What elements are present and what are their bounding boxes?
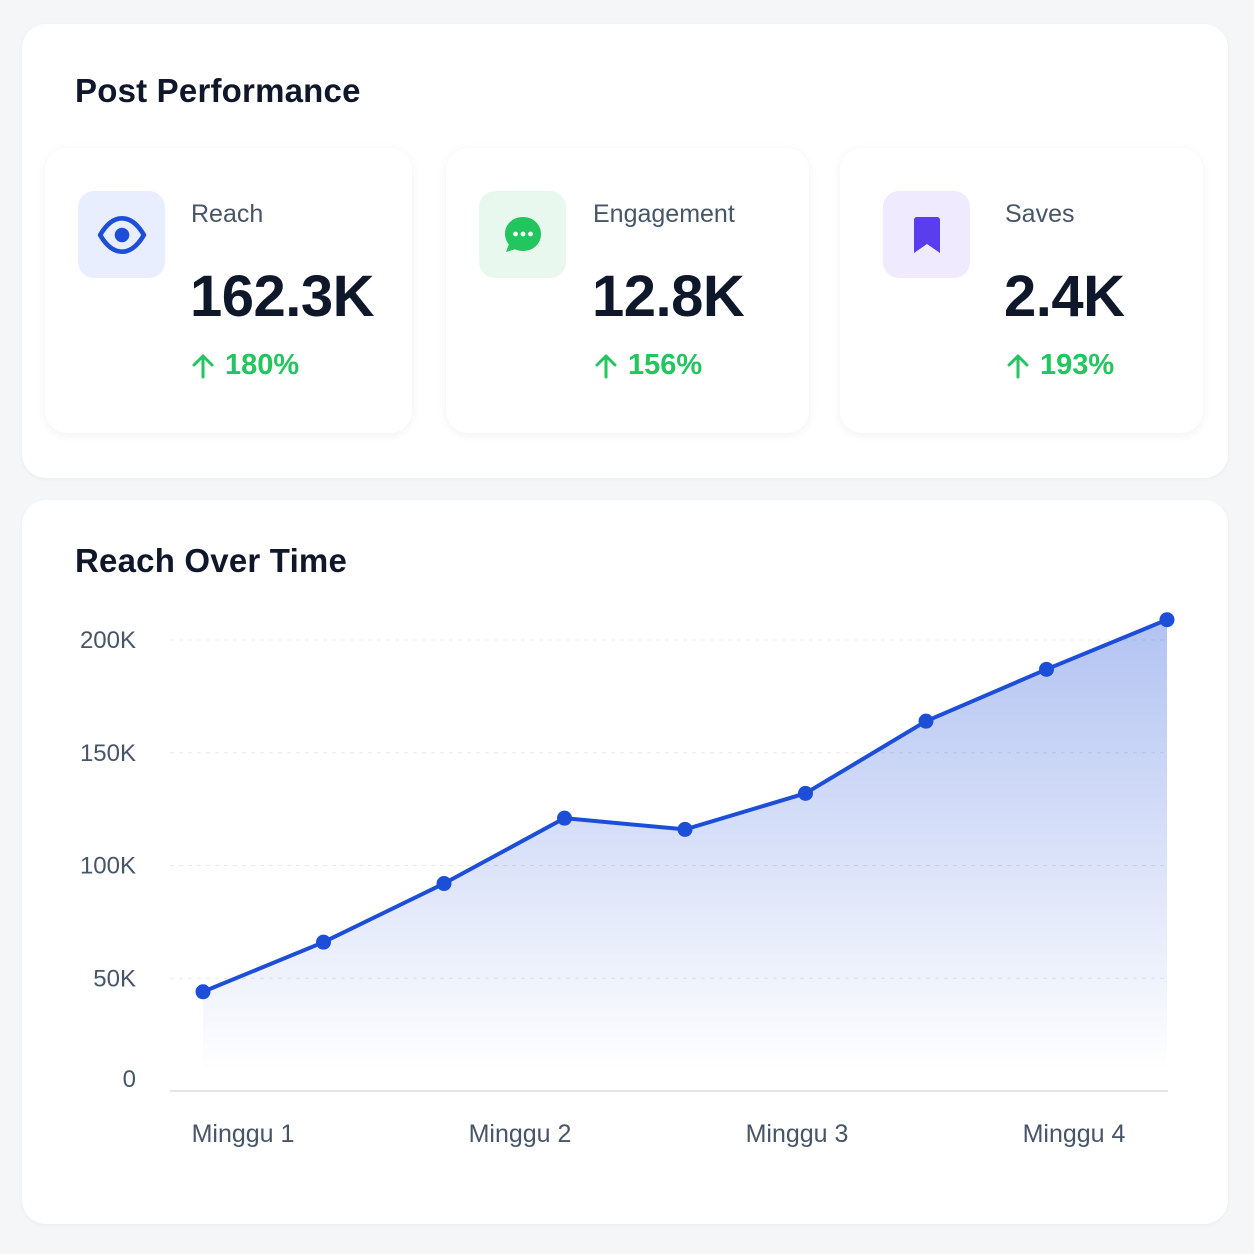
eye-icon bbox=[78, 191, 165, 278]
reach-value: 162.3K bbox=[190, 264, 375, 329]
reach-area-chart: 0 50K 100K 150K 200K Minggu 1 Minggu 2 Minggu 3… bbox=[80, 612, 1175, 1148]
saves-label: Saves bbox=[1005, 200, 1075, 228]
reach-over-time-panel: Reach Over Time 0 50K 100K 150K 200K Minggu 1… bbox=[22, 500, 1228, 1224]
reach-area-fill bbox=[203, 619, 1167, 1071]
bookmark-icon bbox=[883, 191, 970, 278]
y-tick-label: 50K bbox=[93, 965, 136, 992]
x-tick-label: Minggu 4 bbox=[1023, 1120, 1126, 1148]
data-point[interactable] bbox=[677, 821, 693, 837]
arrow-up-icon bbox=[595, 354, 617, 378]
x-tick-label: Minggu 2 bbox=[469, 1120, 572, 1148]
saves-change-value: 193% bbox=[1040, 349, 1115, 381]
x-tick-label: Minggu 3 bbox=[746, 1120, 849, 1148]
reach-card[interactable]: Reach 162.3K 180% bbox=[45, 148, 412, 433]
engagement-card[interactable]: Engagement 12.8K 156% bbox=[446, 148, 809, 433]
arrow-up-icon bbox=[1007, 354, 1029, 378]
data-point[interactable] bbox=[195, 984, 211, 1000]
data-point[interactable] bbox=[918, 713, 934, 729]
data-point[interactable] bbox=[557, 810, 572, 826]
data-point[interactable] bbox=[1039, 661, 1054, 677]
engagement-change-value: 156% bbox=[628, 349, 703, 381]
data-point[interactable] bbox=[436, 876, 452, 892]
y-tick-label: 200K bbox=[80, 627, 136, 654]
saves-value: 2.4K bbox=[1004, 264, 1125, 329]
saves-card[interactable]: Saves 2.4K 193% bbox=[840, 148, 1203, 433]
y-tick-label: 150K bbox=[80, 740, 136, 767]
y-tick-label: 0 bbox=[123, 1066, 136, 1093]
y-tick-label: 100K bbox=[80, 853, 136, 880]
engagement-change: 156% bbox=[594, 349, 702, 382]
chat-bubble-icon bbox=[479, 191, 566, 278]
data-point[interactable] bbox=[1159, 612, 1175, 628]
engagement-value: 12.8K bbox=[592, 264, 745, 329]
engagement-label: Engagement bbox=[593, 200, 735, 228]
post-performance-title: Post Performance bbox=[75, 72, 361, 109]
arrow-up-icon bbox=[192, 354, 214, 378]
data-point[interactable] bbox=[798, 785, 813, 801]
saves-change: 193% bbox=[1006, 349, 1114, 382]
reach-over-time-title: Reach Over Time bbox=[75, 542, 348, 579]
reach-label: Reach bbox=[191, 200, 264, 228]
x-tick-label: Minggu 1 bbox=[192, 1120, 295, 1148]
data-point[interactable] bbox=[316, 934, 331, 950]
reach-change: 180% bbox=[191, 349, 299, 382]
reach-change-value: 180% bbox=[225, 349, 300, 381]
post-performance-panel: Post Performance Reach 162.3K 180% E bbox=[22, 24, 1228, 478]
